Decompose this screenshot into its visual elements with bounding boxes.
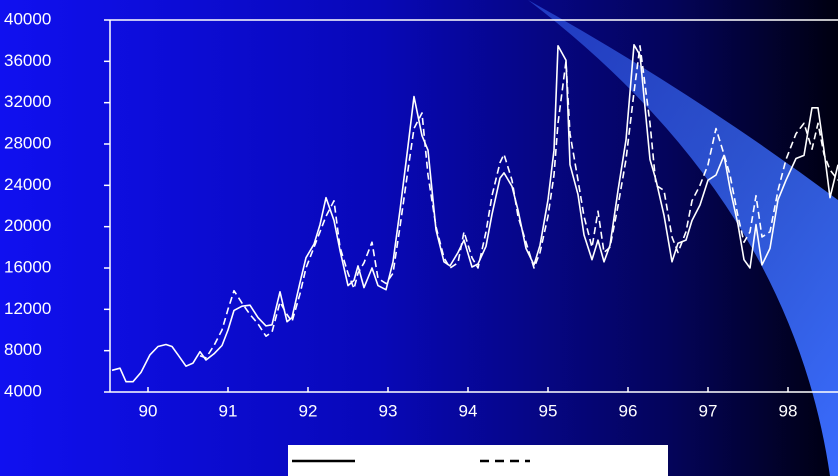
- y-tick-label: 40000: [4, 9, 51, 28]
- x-tick-label: 92: [299, 401, 318, 420]
- y-tick-label: 16000: [4, 257, 51, 276]
- x-tick-label: 90: [139, 401, 158, 420]
- x-tick-label: 96: [619, 401, 638, 420]
- y-tick-label: 32000: [4, 92, 51, 111]
- series-line: [111, 44, 838, 383]
- swoosh: [528, 0, 838, 476]
- series-line: [199, 45, 838, 359]
- y-tick-label: 36000: [4, 51, 51, 70]
- x-tick-label: 94: [459, 401, 478, 420]
- x-tick-label: 98: [779, 401, 798, 420]
- y-tick-label: 24000: [4, 175, 51, 194]
- x-tick-label: 95: [539, 401, 558, 420]
- y-tick-label: 28000: [4, 133, 51, 152]
- x-tick-label: 93: [379, 401, 398, 420]
- y-tick-label: 12000: [4, 299, 51, 318]
- y-tick-label: 8000: [4, 340, 42, 359]
- x-tick-label: 91: [219, 401, 238, 420]
- y-tick-label: 20000: [4, 216, 51, 235]
- x-tick-label: 97: [699, 401, 718, 420]
- y-tick-label: 4000: [4, 381, 42, 400]
